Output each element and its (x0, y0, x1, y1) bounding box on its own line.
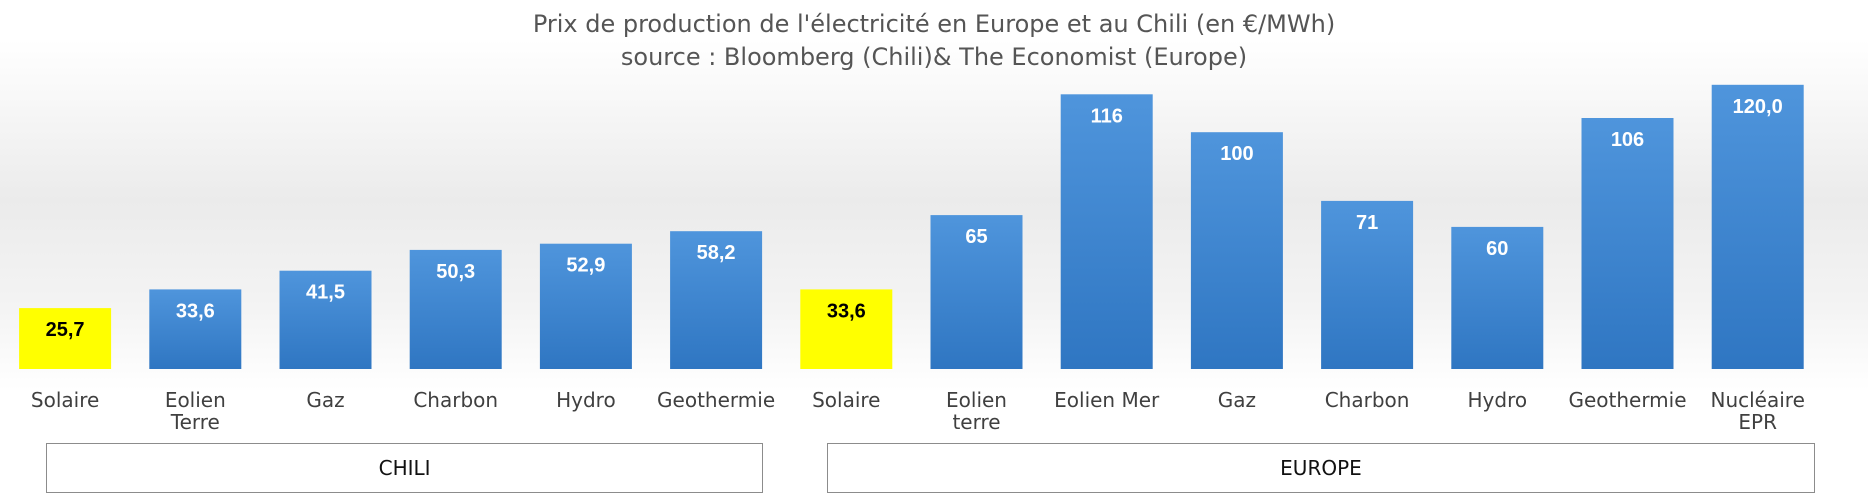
data-label: 41,5 (306, 282, 345, 304)
data-label: 100 (1220, 143, 1253, 165)
category-label: Eolien Mer (1054, 388, 1160, 412)
data-label: 33,6 (827, 300, 866, 322)
bar (539, 243, 632, 369)
category-label: Geothermie (1568, 388, 1686, 412)
data-label: 52,9 (566, 255, 605, 277)
category-label: Solaire (812, 388, 880, 412)
bar (1711, 84, 1804, 370)
category-label: Geothermie (657, 388, 775, 412)
bar (1451, 226, 1544, 369)
bar (1060, 94, 1153, 370)
data-label: 65 (965, 226, 987, 248)
bar (149, 289, 242, 369)
chart-title: Prix de production de l'électricité en E… (532, 10, 1336, 38)
category-label: Eolien Terre (165, 388, 226, 434)
data-label: 116 (1091, 105, 1123, 127)
data-label: 60 (1486, 238, 1508, 260)
category-label: Hydro (556, 388, 616, 412)
bar (670, 231, 763, 369)
data-label: 25,7 (46, 319, 85, 341)
data-label: 120,0 (1733, 96, 1783, 118)
category-label: Nucléaire EPR (1710, 388, 1804, 434)
bar (409, 249, 502, 369)
data-label: 50,3 (436, 261, 475, 283)
data-label: 71 (1356, 212, 1378, 234)
data-label: 33,6 (176, 300, 215, 322)
category-label: Charbon (1325, 388, 1410, 412)
group-label: EUROPE (827, 443, 1815, 493)
bar (1581, 118, 1674, 369)
bar (1190, 132, 1283, 369)
category-label: Eolien terre (946, 388, 1007, 434)
group-label: CHILI (46, 443, 764, 493)
data-label: 58,2 (697, 242, 736, 264)
category-label: Solaire (31, 388, 99, 412)
bar (19, 308, 112, 369)
bar (930, 215, 1023, 369)
bar (279, 270, 372, 369)
chart-subtitle: source : Bloomberg (Chili)& The Economis… (620, 43, 1248, 71)
data-label: 106 (1611, 129, 1644, 151)
bar (800, 289, 893, 369)
bar (1321, 200, 1414, 369)
category-label: Gaz (1218, 388, 1256, 412)
category-label: Hydro (1468, 388, 1528, 412)
chart-plot: 25,7 Solaire 33,6 Eolien Terre 41,5 Gaz 50,3 Cha… (19, 84, 1805, 434)
category-label: Gaz (306, 388, 344, 412)
category-label: Charbon (413, 388, 498, 412)
